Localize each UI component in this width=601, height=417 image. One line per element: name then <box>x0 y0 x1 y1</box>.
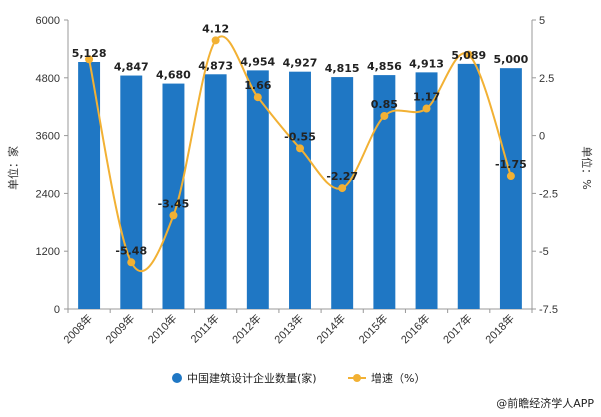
line-point[interactable] <box>422 104 431 113</box>
line-point[interactable] <box>338 184 347 193</box>
y-tick-label: 6000 <box>36 15 60 27</box>
bar-value-label: 4,873 <box>198 59 233 72</box>
bar[interactable] <box>499 68 522 310</box>
line-point[interactable] <box>211 36 220 45</box>
line-point[interactable] <box>127 258 136 267</box>
bar-value-label: 5,000 <box>494 53 529 66</box>
growth-line <box>88 35 512 272</box>
y2-tick-label: -5 <box>539 246 549 258</box>
bar[interactable] <box>373 75 396 310</box>
bar[interactable] <box>204 74 227 309</box>
bar[interactable] <box>162 83 185 309</box>
x-tick-label: 2008年 <box>60 311 95 346</box>
y-tick-label: 2400 <box>36 188 60 200</box>
bar-value-label: 4,927 <box>283 57 318 70</box>
bar[interactable] <box>331 77 354 309</box>
point-value-label: 1.66 <box>244 79 271 92</box>
legend: 中国建筑设计企业数量(家) 增速（%） <box>172 371 425 385</box>
legend-bar-swatch <box>172 373 182 383</box>
bar[interactable] <box>246 70 269 310</box>
y2-axis-title: 单位：% <box>580 146 594 189</box>
bar-value-label: 4,913 <box>409 57 444 70</box>
line-series <box>85 35 515 272</box>
bar-value-label: 5,128 <box>72 47 107 60</box>
y-tick-label: 0 <box>54 304 60 316</box>
y-tick-label: 1200 <box>36 246 60 258</box>
y2-tick-label: 2.5 <box>539 73 554 85</box>
x-tick-label: 2018年 <box>482 311 517 346</box>
bar-value-label: 4,847 <box>114 61 149 74</box>
point-value-label: -3.45 <box>158 197 190 210</box>
y-axis-title: 单位：家 <box>6 146 20 190</box>
line-point[interactable] <box>464 50 473 59</box>
y-tick-label: 4800 <box>36 73 60 85</box>
source-credit: @前瞻经济学人APP <box>496 396 594 410</box>
legend-line-marker <box>353 374 361 382</box>
bar[interactable] <box>120 75 143 309</box>
point-value-label: -5.48 <box>115 244 147 257</box>
x-tick-label: 2017年 <box>440 311 475 346</box>
legend-bar-label: 中国建筑设计企业数量(家) <box>187 371 317 385</box>
x-tick-label: 2015年 <box>355 311 390 346</box>
point-value-label: -0.55 <box>284 130 316 143</box>
legend-item-line[interactable]: 增速（%） <box>348 371 425 385</box>
bar[interactable] <box>289 71 311 309</box>
bar-value-label: 4,680 <box>156 69 191 82</box>
bar-value-label: 5,089 <box>451 49 486 62</box>
line-point[interactable] <box>85 55 94 64</box>
point-value-label: 1.17 <box>413 91 440 104</box>
point-value-label: -2.27 <box>326 170 358 183</box>
x-tick-label: 2012年 <box>229 311 264 346</box>
x-tick-label: 2016年 <box>398 311 433 346</box>
line-point[interactable] <box>296 144 304 153</box>
line-point[interactable] <box>169 211 178 220</box>
x-tick-label: 2013年 <box>271 311 306 346</box>
y2-tick-label: -7.5 <box>539 304 558 316</box>
bar-value-label: 4,856 <box>367 60 402 73</box>
x-tick-label: 2011年 <box>187 311 221 345</box>
bar-value-label: 4,954 <box>240 55 275 68</box>
x-tick-label: 2014年 <box>313 311 348 346</box>
point-value-label: 0.85 <box>371 98 398 111</box>
legend-line-label: 增速（%） <box>371 371 425 385</box>
y2-tick-label: 5 <box>539 15 545 27</box>
point-value-label: -1.75 <box>495 158 527 171</box>
x-tick-label: 2009年 <box>102 311 137 346</box>
point-value-label: 4.12 <box>202 22 229 35</box>
bar[interactable] <box>415 72 438 309</box>
line-point[interactable] <box>506 172 515 181</box>
data-labels: 5,128 4,847 4,680 4,873 4,954 4,927 4,815 4,856… <box>72 22 529 257</box>
bar-series <box>78 62 522 310</box>
y2-tick-label: -2.5 <box>539 188 558 200</box>
bar-value-label: 4,815 <box>325 62 360 75</box>
bar[interactable] <box>457 63 480 309</box>
x-tick-label: 2010年 <box>145 311 180 346</box>
bar[interactable] <box>78 62 101 309</box>
line-point[interactable] <box>380 111 389 120</box>
y-tick-label: 3600 <box>36 131 60 143</box>
legend-item-bars[interactable]: 中国建筑设计企业数量(家) <box>172 371 317 385</box>
line-point[interactable] <box>253 93 262 102</box>
y2-tick-label: 0 <box>539 131 545 143</box>
